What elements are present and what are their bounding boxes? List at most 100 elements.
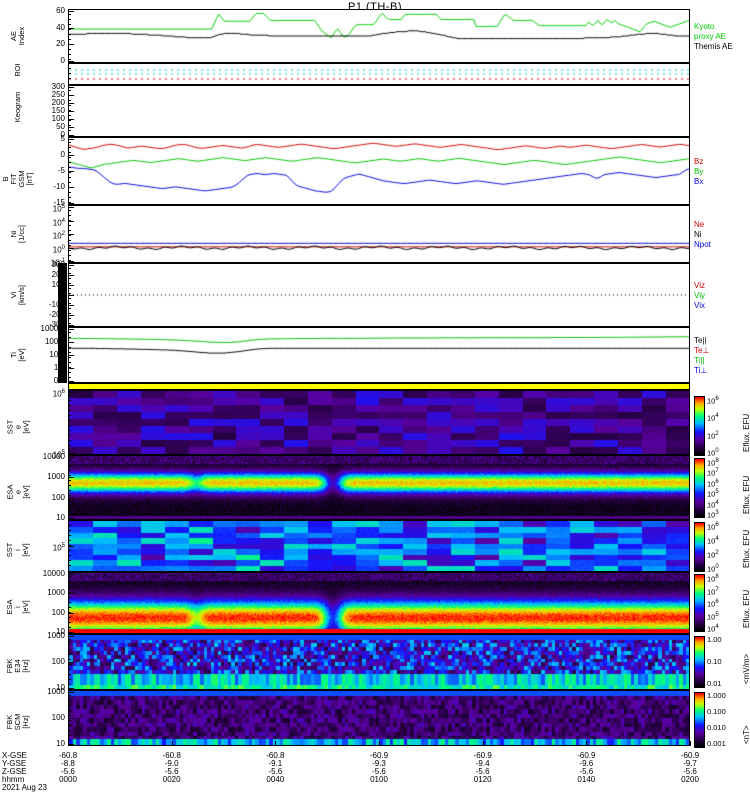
ylabel-roi: ROI [13, 63, 22, 77]
trace-canvas-b-fit [69, 138, 689, 204]
minor-tick [68, 278, 71, 279]
panel-esa-i [68, 572, 690, 634]
axis-value: -9.1 [268, 759, 283, 768]
minor-tick [68, 649, 71, 650]
minor-tick [68, 59, 71, 60]
minor-tick [68, 260, 71, 261]
ytick-keogram: 150 [51, 106, 65, 115]
fbk-scm-cbar [694, 692, 705, 748]
minor-tick [68, 357, 71, 358]
tickmark-esa-e [68, 457, 74, 458]
minor-tick [68, 78, 71, 79]
trace-canvas-ae-index [69, 10, 689, 62]
time-tickmark [171, 741, 173, 746]
trace-canvas-vi [69, 264, 689, 326]
fbk-scm-cbar-gradient [695, 693, 704, 747]
ytick-fbk-scm: 1000 [47, 687, 65, 696]
esa-e-cbar-tick: 108 [707, 458, 719, 468]
minor-tick [68, 192, 71, 193]
ytick-b-fit: 5 [60, 134, 65, 143]
esa-e-cbar-tick: 105 [707, 489, 719, 499]
ytick-keogram: 50 [56, 122, 65, 131]
ytick-esa-i: 10000 [42, 569, 65, 578]
minor-tick [68, 288, 71, 289]
minor-tick [68, 395, 71, 396]
ytick-ti: 10.0 [0, 351, 65, 359]
ytick-ni: 104 [52, 217, 65, 228]
minor-tick [68, 450, 71, 451]
axis-value: -9.6 [579, 759, 594, 768]
axis-value: 0140 [577, 775, 596, 784]
spectrogram-esa-i [69, 573, 689, 633]
spectrogram-fbk-scm [69, 691, 689, 745]
ytick-ae-index: 20 [56, 39, 65, 49]
axis-row-label: Y-GSE [2, 759, 27, 768]
tickmark-vi [68, 315, 74, 316]
ytick-vi: -100 [48, 300, 65, 309]
tickmark-b-fit [68, 187, 74, 188]
ytick-esa-e: 10 [56, 513, 65, 522]
minor-tick [68, 710, 71, 711]
panel-ae-index [68, 9, 690, 63]
fbk-scm-cbar-tick: 0.001 [707, 739, 726, 748]
minor-tick [68, 400, 71, 401]
tickmark-ni [68, 207, 74, 208]
tickmark-ae-index [68, 27, 74, 29]
axis-value: -5.6 [164, 767, 179, 776]
tickmark-keogram [68, 111, 74, 112]
ytick-vi: -200 [48, 310, 65, 319]
ytick-b-fit: -15 [53, 198, 65, 207]
minor-tick [68, 152, 71, 153]
ytick-esa-e: 1000 [47, 472, 65, 482]
spectrogram-sst-i [69, 521, 689, 571]
axis-row-label: hhmm [2, 775, 25, 784]
time-tickmark [586, 741, 588, 746]
ytick-keogram: 250 [51, 90, 65, 99]
ytick-fbk-e34: 1000 [47, 631, 65, 640]
minor-tick [68, 485, 71, 486]
minor-tick [68, 367, 71, 368]
ytick-vi: -300 [48, 320, 65, 329]
tickmark-keogram [68, 103, 74, 104]
minor-tick [68, 410, 71, 411]
minor-tick [68, 215, 71, 216]
tickmark-keogram [68, 119, 74, 120]
minor-tick [68, 303, 71, 304]
axis-value: -60.8 [58, 751, 78, 760]
tickmark-vi [68, 265, 74, 266]
minor-tick [68, 515, 71, 516]
tickmark-ni [68, 234, 74, 235]
minor-tick [68, 415, 71, 416]
minor-tick [68, 720, 71, 721]
panel-b-fit [68, 137, 690, 205]
ytick-esa-i: 100 [51, 607, 65, 617]
legend-label-ae-index: Kyoto [694, 22, 715, 31]
time-tickmark [275, 741, 277, 746]
ytick-esa-i: 1000 [47, 588, 65, 598]
tickmark-vi [68, 305, 74, 306]
tickmark-b-fit [68, 171, 74, 172]
tickmark-vi [68, 285, 74, 286]
minor-tick [68, 54, 71, 55]
panel-ni [68, 205, 690, 263]
minor-tick [68, 555, 71, 556]
fbk-scm-cbar-tick: 1.000 [707, 691, 726, 700]
axis-value: -5.6 [268, 767, 283, 776]
tickmark-ae-index [68, 11, 74, 12]
legend-label-vi: Vix [694, 301, 705, 310]
tickmark-keogram [68, 95, 74, 96]
minor-tick [68, 607, 71, 608]
panel-keogram [68, 85, 690, 137]
minor-tick [68, 167, 71, 168]
minor-tick [68, 235, 71, 236]
minor-tick [68, 298, 71, 299]
axis-value: -60.9 [680, 751, 700, 760]
minor-tick [68, 273, 71, 274]
minor-tick [68, 157, 71, 158]
minor-tick [68, 602, 71, 603]
minor-tick [68, 654, 71, 655]
tickmark-ti [68, 342, 74, 343]
minor-tick [68, 460, 71, 461]
fbk-scm-cbar-tick: 0.010 [707, 723, 726, 732]
